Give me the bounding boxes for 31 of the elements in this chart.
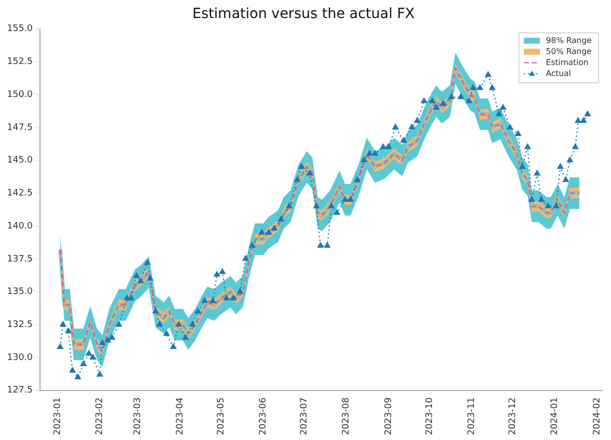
x-tick-label: 2023-01	[52, 397, 63, 436]
x-tick-label: 2023-08	[342, 397, 352, 436]
x-tick-label: 2023-03	[133, 397, 144, 436]
x-tick-label: 2023-12	[508, 397, 518, 436]
x-tick-label: 2023-02	[95, 397, 106, 436]
x-tick-label: 2024-01	[550, 397, 560, 436]
y-tick-label: 147.5	[7, 122, 33, 133]
y-tick-label: 127.5	[7, 386, 33, 396]
y-tick-label: 137.5	[7, 254, 33, 264]
legend-label: Estimation	[546, 58, 589, 67]
x-tick-label: 2023-07	[299, 397, 310, 436]
y-tick-label: 152.5	[7, 57, 33, 68]
chart-title: Estimation versus the actual FX	[192, 6, 416, 22]
y-tick-label: 135.0	[7, 287, 34, 298]
x-tick-label: 2023-04	[175, 397, 186, 436]
x-tick-label: 2023-09	[384, 397, 394, 436]
x-tick-label: 2024-02	[592, 397, 602, 436]
y-tick-label: 145.0	[7, 156, 34, 166]
y-tick-label: 155.0	[7, 24, 34, 34]
y-tick-label: 142.5	[7, 188, 33, 199]
x-tick-label: 2023-11	[467, 397, 478, 436]
legend-label: 98% Range	[546, 36, 592, 45]
legend-label: 50% Range	[546, 46, 592, 56]
y-tick-label: 140.0	[7, 221, 34, 232]
y-tick-label: 130.0	[7, 352, 34, 363]
x-tick-label: 2023-10	[424, 397, 435, 436]
x-tick-label: 2023-06	[258, 397, 269, 436]
y-tick-label: 150.0	[7, 90, 34, 100]
y-tick-label: 132.5	[7, 320, 33, 330]
legend-label: Actual	[546, 68, 571, 78]
x-tick-label: 2023-05	[216, 397, 226, 436]
